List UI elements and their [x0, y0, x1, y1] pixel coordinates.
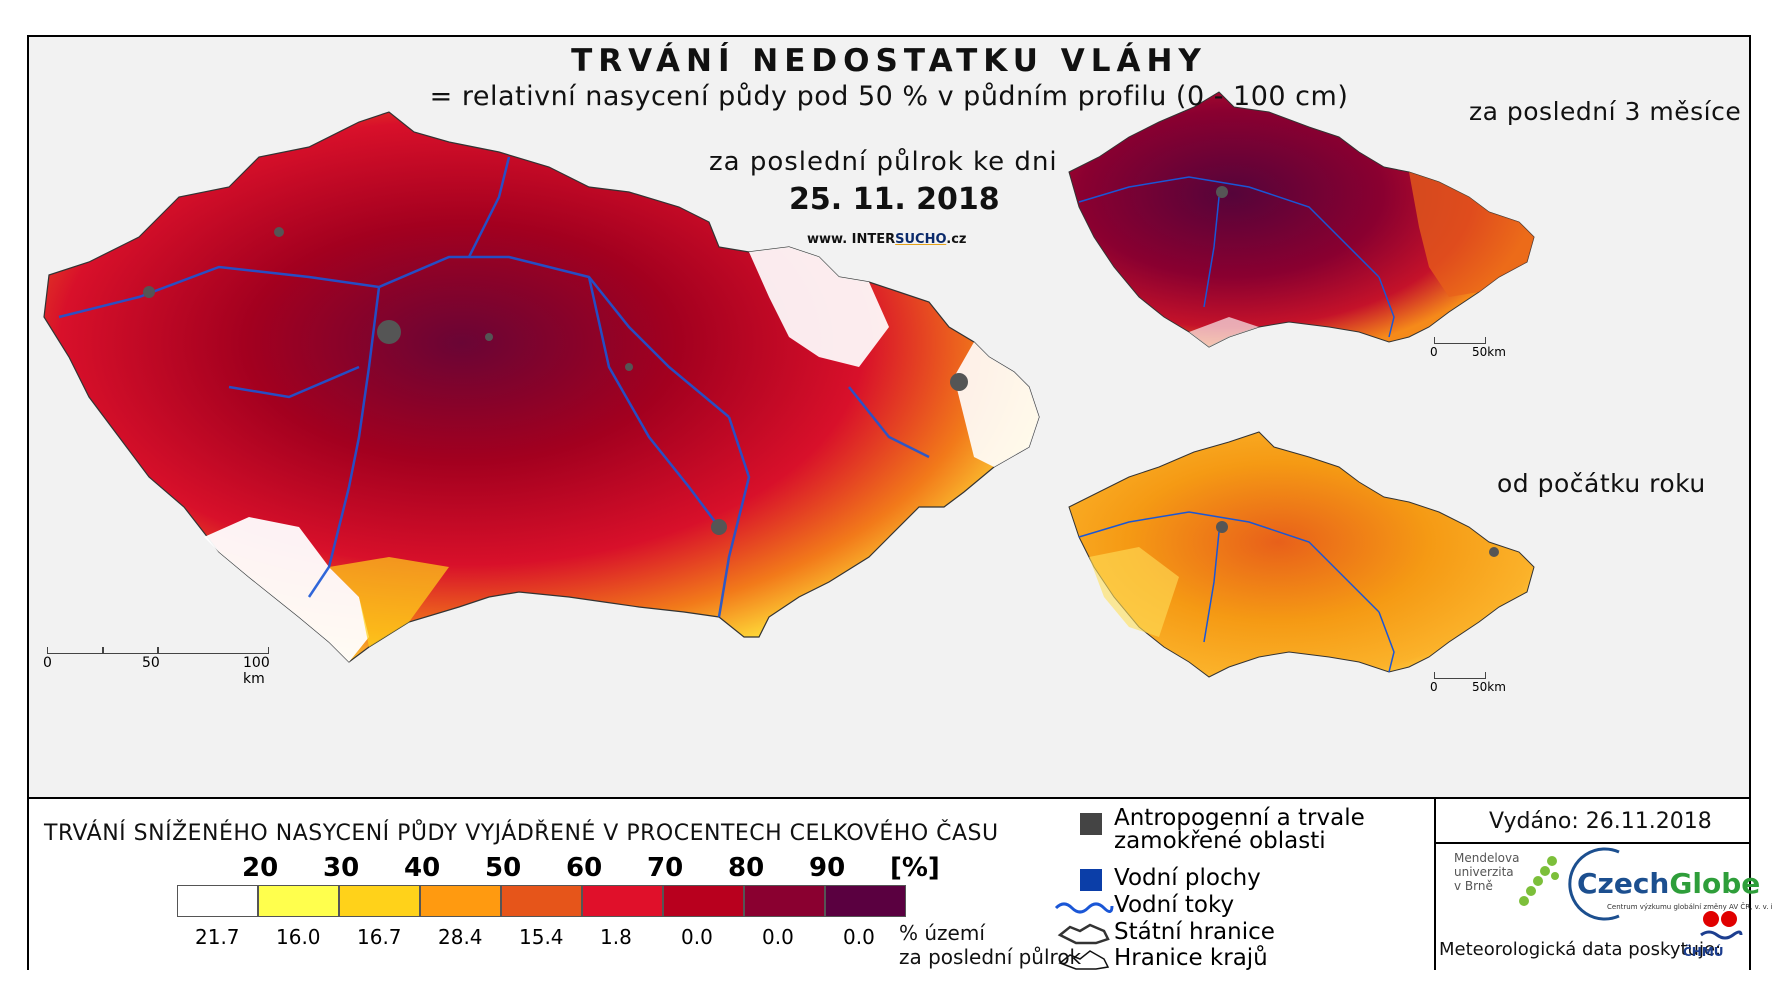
legend-share-value: 16.0 — [276, 925, 321, 949]
share-caption-line-2: za poslední půlrok — [899, 945, 1082, 969]
period-label: za poslední půlrok ke dni — [709, 147, 1058, 177]
main-scale-end: 100 km — [243, 655, 270, 687]
maps-svg — [43, 91, 1535, 678]
legend-share-value: 0.0 — [681, 925, 713, 949]
website-brand: SUCHO — [895, 232, 947, 247]
chmu-label: ČHMÚ — [1683, 945, 1724, 959]
map-3m-east-patchy — [1409, 172, 1534, 297]
main-scale-mid: 50 — [142, 655, 160, 671]
czechglobe-arc-icon — [1568, 847, 1620, 921]
water-body-swatch-icon — [1080, 869, 1102, 891]
website-link[interactable]: www. INTERSUCHO.cz — [807, 232, 966, 247]
map-sheet: TRVÁNÍ NEDOSTATKU VLÁHY = relativní nasy… — [27, 35, 1772, 971]
legend-threshold-label: 80 — [728, 853, 765, 883]
legend-swatch — [501, 885, 582, 917]
map-3m-south-edge — [1189, 317, 1259, 347]
legend-swatch — [339, 885, 420, 917]
map-ytd-pale-patches — [1089, 547, 1179, 637]
legend-threshold-label: 90 — [809, 853, 846, 883]
map-ytd-scale-end: 50km — [1472, 680, 1506, 694]
info-divider-vertical — [1434, 799, 1436, 970]
anthropogenic-label-2: zamokřené oblasti — [1114, 828, 1326, 854]
legend-swatch — [663, 885, 744, 917]
legend-regions: Hranice krajů — [1058, 945, 1268, 971]
anthropogenic-swatch-icon — [1080, 813, 1102, 835]
map-3m-scale-end: 50km — [1472, 345, 1506, 359]
legend-swatch — [177, 885, 258, 917]
legend-swatch — [420, 885, 501, 917]
legend-water-bodies: Vodní plochy — [1080, 865, 1261, 891]
czechglobe-logo: CzechGlobe — [1577, 867, 1761, 900]
regions-label: Hranice krajů — [1114, 945, 1268, 971]
main-map-yellow-edge — [329, 557, 449, 647]
map-title: TRVÁNÍ NEDOSTATKU VLÁHY — [571, 43, 1207, 79]
map-subtitle: = relativní nasycení půdy pod 50 % v půd… — [429, 81, 1349, 112]
map-3m-label: za poslední 3 měsíce — [1469, 97, 1742, 126]
river-line-icon — [1054, 902, 1114, 914]
legend-share-value: 0.0 — [843, 925, 875, 949]
map-3m-urban — [1216, 186, 1228, 198]
water-bodies-label: Vodní plochy — [1114, 865, 1261, 891]
main-map-white-east — [954, 342, 1039, 467]
map-3m-rivers — [1078, 176, 1395, 338]
chmu-logo-icon — [1700, 911, 1743, 940]
region-border-icon — [1058, 950, 1110, 970]
main-map-white-sw — [204, 517, 369, 662]
main-scale-zero: 0 — [43, 655, 52, 671]
czechglobe-subtitle: Centrum výzkumu globální změny AV ČR, v.… — [1607, 903, 1772, 911]
main-map-rivers — [58, 156, 930, 618]
legend-share-value: 21.7 — [195, 925, 240, 949]
mendel-logo-text: Mendelova univerzita v Brně — [1454, 851, 1520, 893]
state-border-label: Státní hranice — [1114, 919, 1275, 945]
map-year-to-date — [1068, 431, 1535, 678]
legend-share-value: 1.8 — [600, 925, 632, 949]
legend-threshold-label: 30 — [323, 853, 360, 883]
map-last-3-months — [1068, 91, 1535, 348]
rivers-label: Vodní toky — [1114, 892, 1235, 918]
map-ytd-rivers — [1078, 511, 1395, 673]
map-ytd-urban-east — [1489, 547, 1499, 557]
website-suffix: .cz — [946, 232, 967, 247]
map-ytd-urban — [1216, 521, 1228, 533]
state-border-icon — [1057, 923, 1110, 945]
legend-swatch — [582, 885, 663, 917]
map-date: 25. 11. 2018 — [789, 182, 1000, 217]
issued-date: Vydáno: 26.11.2018 — [1489, 809, 1712, 834]
mendel-logo-icon — [1519, 856, 1559, 906]
share-caption-line-1: % území — [899, 921, 985, 945]
legend-threshold-label: 60 — [566, 853, 603, 883]
legend-swatch — [744, 885, 825, 917]
legend-share-value: 0.0 — [762, 925, 794, 949]
legend-state-border: Státní hranice — [1057, 919, 1275, 945]
legend-share-value: 16.7 — [357, 925, 402, 949]
website-prefix: www. INTER — [807, 232, 896, 247]
legend-threshold-label: 50 — [485, 853, 522, 883]
legend-swatch — [258, 885, 339, 917]
main-map-urban-areas — [143, 227, 968, 535]
legend-threshold-label: 20 — [242, 853, 279, 883]
legend-anthropogenic: Antropogenní a trvale zamokřené oblasti — [1080, 805, 1365, 854]
legend-threshold-label: 70 — [647, 853, 684, 883]
anthropogenic-label-1: Antropogenní a trvale — [1114, 805, 1365, 831]
legend-threshold-label: [%] — [890, 853, 940, 883]
info-divider-horizontal — [1434, 842, 1749, 844]
legend-threshold-label: 40 — [404, 853, 441, 883]
map-area: TRVÁNÍ NEDOSTATKU VLÁHY = relativní nasy… — [29, 37, 1749, 797]
legend-share-value: 15.4 — [519, 925, 564, 949]
map-ytd-label: od počátku roku — [1497, 469, 1706, 498]
legend-panel: TRVÁNÍ SNÍŽENÉHO NASYCENÍ PŮDY VYJÁDŘENÉ… — [29, 797, 1772, 971]
map-ytd-country-shape — [1068, 431, 1535, 678]
legend-rivers: Vodní toky — [1054, 892, 1235, 918]
legend-share-value: 28.4 — [438, 925, 483, 949]
meteo-data-label: Meteorologická data poskytuje: — [1439, 939, 1722, 960]
legend-title: TRVÁNÍ SNÍŽENÉHO NASYCENÍ PŮDY VYJÁDŘENÉ… — [44, 821, 999, 846]
map-3m-scale-zero: 0 — [1430, 345, 1438, 359]
map-ytd-scale-zero: 0 — [1430, 680, 1438, 694]
main-map-white-ne — [749, 247, 889, 367]
legend-swatch — [825, 885, 906, 917]
main-map — [43, 111, 1040, 663]
share-caption: % území za poslední půlrok — [899, 921, 1099, 969]
